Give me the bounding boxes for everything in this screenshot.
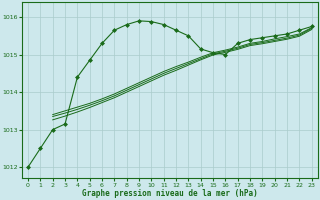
X-axis label: Graphe pression niveau de la mer (hPa): Graphe pression niveau de la mer (hPa) [82, 189, 258, 198]
